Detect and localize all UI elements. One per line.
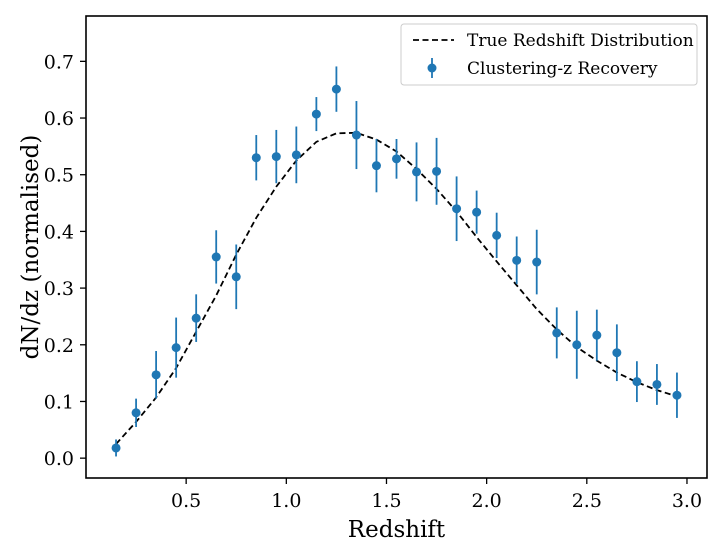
- tick-layer: 0.5 1.0 1.5 2.0 2.5 3.0 0.0 0.1 0.2 0.3 0.4 0.5 0.6 0…: [44, 51, 702, 512]
- data-point: [392, 154, 401, 164]
- data-point: [592, 330, 602, 340]
- axes-frame: [85, 15, 708, 479]
- data-point: [532, 257, 542, 267]
- y-tick-label: 0.3: [44, 278, 74, 300]
- legend-box: [400, 23, 698, 86]
- x-tick-label: 1.0: [271, 490, 301, 512]
- x-tick-label: 2.5: [572, 490, 602, 512]
- data-point: [331, 84, 341, 94]
- legend-label-true-distribution: True Redshift Distribution: [467, 31, 694, 51]
- data-point: [191, 313, 201, 323]
- y-tick-label: 0.6: [44, 108, 74, 130]
- data-point: [652, 379, 662, 389]
- data-point: [231, 272, 241, 282]
- x-tick-label: 3.0: [672, 490, 702, 512]
- data-point: [291, 150, 301, 160]
- data-point: [552, 328, 562, 338]
- x-axis-label: Redshift: [348, 517, 446, 543]
- legend-marker-swatch: [427, 63, 437, 73]
- x-tick-label: 0.5: [171, 490, 201, 512]
- y-axis-label: dN/dz (normalised): [18, 135, 44, 360]
- data-point: [211, 252, 221, 262]
- data-point: [632, 377, 642, 387]
- data-point: [512, 255, 522, 265]
- data-point: [492, 230, 502, 240]
- plot-area: [111, 66, 682, 457]
- data-point: [311, 109, 321, 119]
- data-point: [612, 348, 622, 358]
- data-point: [111, 443, 121, 453]
- data-point: [412, 167, 422, 177]
- data-point: [572, 340, 582, 350]
- y-tick-label: 0.5: [44, 165, 74, 187]
- x-tick-label: 1.5: [371, 490, 401, 512]
- data-point: [672, 390, 682, 400]
- data-point: [171, 343, 181, 353]
- y-tick-label: 0.7: [44, 51, 74, 73]
- data-point: [371, 161, 381, 171]
- true-distribution-line: [115, 131, 678, 445]
- data-point: [351, 130, 361, 140]
- data-point: [432, 166, 442, 176]
- y-tick-label: 0.2: [44, 335, 74, 357]
- legend-label-clustering-z: Clustering-z Recovery: [467, 59, 658, 79]
- data-point: [452, 204, 462, 214]
- data-point: [151, 370, 161, 380]
- data-point: [251, 153, 261, 163]
- y-tick-label: 0.4: [44, 221, 74, 243]
- y-tick-label: 0.0: [44, 448, 74, 470]
- x-tick-label: 2.0: [472, 490, 502, 512]
- data-point: [472, 207, 482, 217]
- y-tick-label: 0.1: [44, 391, 74, 413]
- data-point: [271, 152, 281, 162]
- data-point: [131, 408, 141, 418]
- legend: True Redshift Distribution Clustering-z …: [400, 23, 698, 86]
